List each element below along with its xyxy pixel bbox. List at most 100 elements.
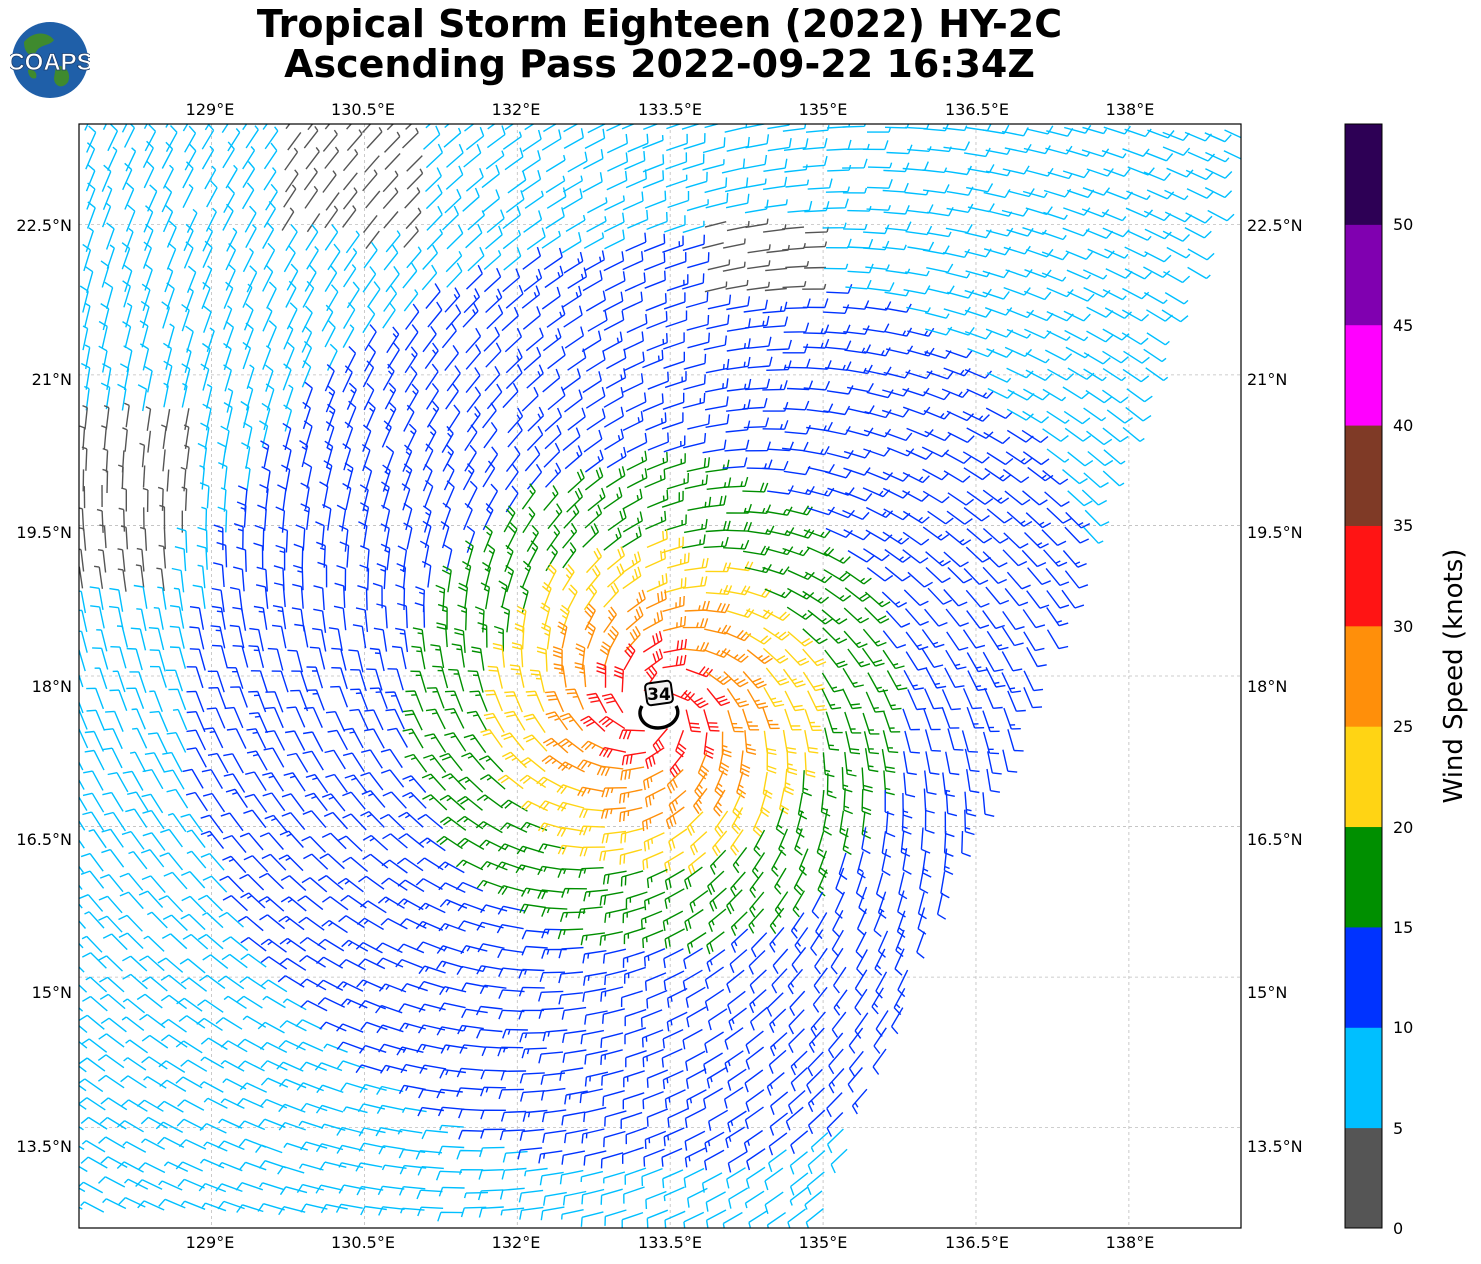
wind-barb bbox=[1002, 610, 1025, 631]
wind-barb bbox=[382, 302, 396, 329]
wind-barb bbox=[302, 731, 324, 752]
wind-barb bbox=[199, 1122, 227, 1134]
wind-barb bbox=[477, 943, 505, 953]
wind-barb bbox=[896, 910, 906, 938]
wind-barb bbox=[1143, 266, 1171, 279]
wind-barb bbox=[477, 622, 488, 648]
wind-barb bbox=[502, 1150, 528, 1163]
wind-barb bbox=[1161, 309, 1189, 323]
wind-barb bbox=[242, 341, 252, 370]
wind-barb bbox=[435, 584, 446, 611]
wind-barb bbox=[458, 1108, 485, 1119]
wind-barb bbox=[141, 1056, 168, 1070]
wind-barb bbox=[1006, 408, 1034, 421]
wind-barb bbox=[563, 251, 584, 274]
wind-barb bbox=[244, 322, 254, 350]
wind-barb bbox=[587, 487, 606, 512]
colorbar-tick: 45 bbox=[1393, 316, 1413, 335]
wind-barb bbox=[232, 606, 247, 631]
wind-barb bbox=[546, 524, 561, 551]
wind-barb bbox=[144, 124, 157, 152]
wind-barb bbox=[182, 161, 194, 189]
wind-barb bbox=[557, 621, 568, 649]
wind-barb bbox=[122, 162, 133, 191]
wind-barb bbox=[967, 670, 988, 691]
wind-barb bbox=[381, 504, 391, 532]
wind-barb bbox=[296, 1082, 324, 1092]
wind-barb bbox=[265, 383, 275, 411]
wind-barb bbox=[295, 1019, 323, 1030]
wind-barb bbox=[343, 247, 358, 272]
wind-barb bbox=[922, 851, 932, 878]
wind-barb bbox=[1043, 549, 1068, 567]
wind-barb bbox=[84, 302, 91, 328]
wind-barb bbox=[132, 727, 148, 749]
wind-barb bbox=[538, 990, 564, 1002]
wind-barb bbox=[763, 158, 788, 172]
wind-barb bbox=[566, 584, 578, 612]
wind-barb bbox=[728, 1187, 749, 1209]
wind-barb bbox=[802, 283, 827, 290]
wind-barb bbox=[803, 338, 830, 349]
wind-barb bbox=[526, 540, 539, 568]
wind-barb bbox=[687, 852, 707, 876]
wind-barb bbox=[927, 587, 952, 605]
wind-barb bbox=[963, 568, 989, 586]
wind-barb bbox=[424, 479, 434, 508]
wind-barb bbox=[341, 939, 369, 952]
wind-barb bbox=[136, 608, 147, 632]
wind-barb bbox=[947, 431, 975, 444]
wind-barb bbox=[100, 1017, 127, 1033]
wind-barb bbox=[326, 403, 336, 432]
wind-barb bbox=[522, 306, 541, 330]
wind-barb bbox=[559, 1067, 584, 1081]
wind-barb bbox=[416, 857, 444, 871]
wind-barb bbox=[1006, 227, 1034, 237]
wind-barb bbox=[745, 441, 771, 452]
wind-barb bbox=[203, 305, 212, 333]
wind-barb bbox=[301, 360, 312, 388]
wind-barb bbox=[324, 224, 339, 251]
wind-barb bbox=[397, 545, 408, 573]
wind-barb bbox=[520, 800, 549, 812]
wind-barb bbox=[177, 1099, 205, 1111]
wind-barb bbox=[823, 425, 851, 436]
wind-barb bbox=[842, 158, 868, 169]
wind-barb bbox=[945, 649, 967, 670]
wind-barb bbox=[456, 1149, 483, 1160]
wind-barb bbox=[462, 187, 480, 212]
wind-barb bbox=[321, 793, 346, 812]
wind-barb bbox=[245, 224, 257, 249]
wind-barb bbox=[99, 1116, 127, 1130]
wind-barb bbox=[286, 752, 309, 773]
wind-barb bbox=[342, 443, 352, 471]
wind-barb bbox=[423, 754, 447, 773]
wind-barb bbox=[1005, 268, 1033, 278]
wind-barb bbox=[223, 305, 233, 330]
wind-barb bbox=[204, 165, 217, 190]
wind-barb bbox=[782, 729, 797, 754]
wind-barb bbox=[874, 948, 886, 976]
wind-barb bbox=[137, 1200, 165, 1211]
wind-barb bbox=[107, 146, 118, 171]
wind-barb bbox=[668, 789, 687, 814]
wind-barb bbox=[885, 610, 911, 628]
wind-barb bbox=[418, 1088, 445, 1099]
axis-tick-labels: 129°E 130.5°E 132°E 133.5°E 135°E 136.5°… bbox=[16, 100, 1302, 1252]
wind-barb bbox=[502, 1028, 528, 1039]
wind-barb bbox=[919, 866, 929, 894]
wind-barb bbox=[1062, 169, 1091, 179]
wind-barb bbox=[689, 890, 709, 913]
wind-barb bbox=[264, 364, 274, 392]
wind-barb bbox=[1083, 269, 1108, 280]
wind-barb bbox=[483, 712, 505, 733]
wind-barb bbox=[120, 525, 129, 550]
wind-barb bbox=[263, 747, 285, 768]
wind-barb bbox=[189, 626, 205, 650]
wind-barb bbox=[668, 828, 688, 851]
wind-barb bbox=[184, 444, 190, 470]
wind-barb bbox=[464, 444, 477, 472]
wind-barb bbox=[1064, 526, 1089, 544]
wind-barb bbox=[943, 470, 971, 483]
wind-barb bbox=[724, 1027, 744, 1050]
